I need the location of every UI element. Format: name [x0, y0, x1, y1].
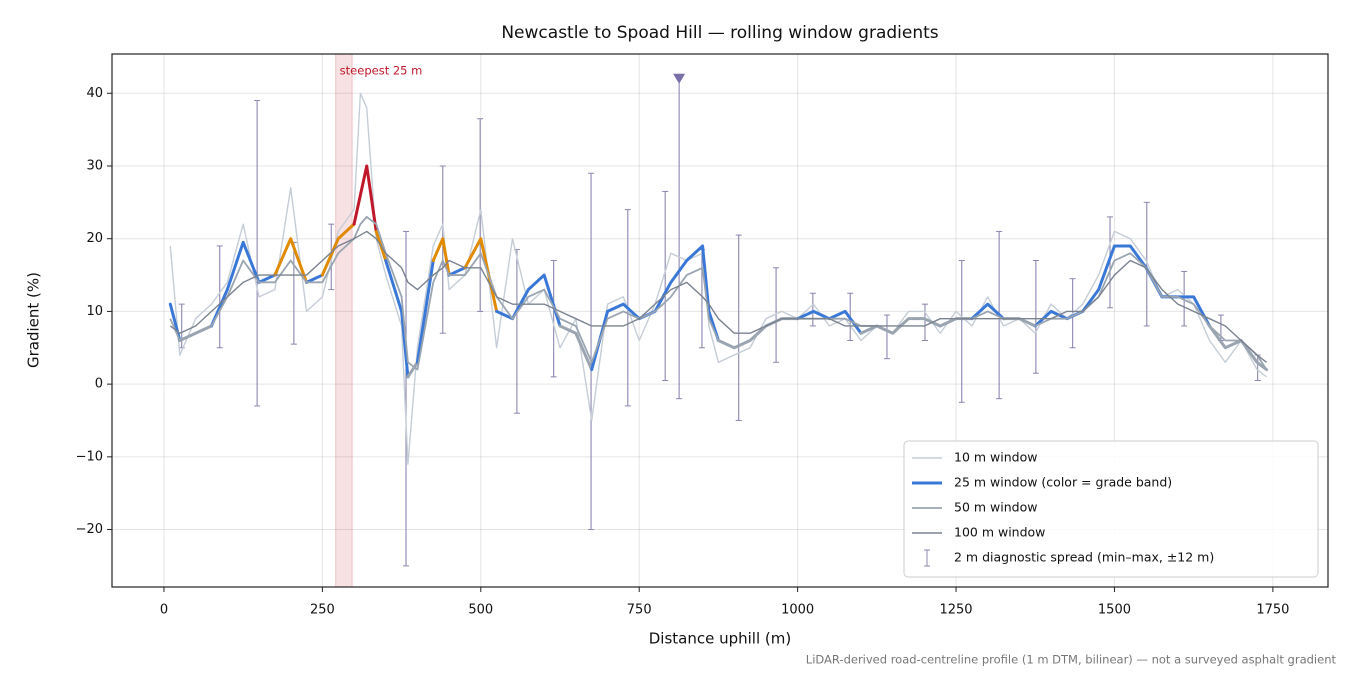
y-tick-label: −20 — [76, 522, 103, 537]
legend: 10 m window 25 m window (color = grade ba… — [903, 440, 1319, 578]
legend-label: 2 m diagnostic spread (min–max, ±12 m) — [954, 550, 1214, 565]
y-tick-label: −10 — [76, 449, 103, 464]
legend-label: 100 m window — [954, 525, 1045, 540]
highlight-span — [335, 53, 353, 588]
y-tick-label: 30 — [86, 158, 103, 173]
series-line — [352, 164, 378, 233]
series-line — [305, 273, 324, 284]
series-line — [320, 222, 356, 277]
series-line — [168, 302, 182, 342]
highlight-label: steepest 25 m — [340, 64, 423, 78]
series-line — [1033, 244, 1212, 328]
legend-label: 10 m window — [954, 450, 1037, 465]
series-line — [495, 273, 562, 328]
plot-frame — [111, 53, 1329, 588]
x-tick-label: 0 — [160, 603, 168, 618]
footnote: LiDAR-derived road-centreline profile (1… — [806, 653, 1337, 667]
legend-label: 50 m window — [954, 500, 1037, 515]
x-tick-label: 1250 — [939, 603, 972, 618]
x-tick-label: 1500 — [1098, 603, 1131, 618]
y-tick-label: 40 — [86, 86, 103, 101]
series-line — [384, 259, 410, 379]
x-tick-label: 500 — [468, 603, 493, 618]
x-tick-label: 750 — [627, 603, 652, 618]
series-line — [169, 230, 1267, 363]
series-line — [273, 237, 309, 284]
y-tick-label: 0 — [95, 377, 103, 392]
y-tick-label: 10 — [86, 304, 103, 319]
x-tick-label: 250 — [310, 603, 335, 618]
y-tick-label: 20 — [86, 231, 103, 246]
series-line — [406, 360, 419, 379]
series-line — [447, 266, 467, 277]
x-axis-label: Distance uphill (m) — [649, 630, 791, 648]
series-line — [169, 215, 1268, 371]
series-line — [970, 302, 1006, 321]
marker — [673, 73, 686, 84]
y-axis-label: Gradient (%) — [25, 272, 43, 368]
series-line — [558, 324, 594, 372]
x-tick-label: 1750 — [1256, 603, 1289, 618]
legend-label: 25 m window (color = grade band) — [954, 475, 1172, 490]
x-tick-label: 1000 — [781, 603, 814, 618]
chart-title: Newcastle to Spoad Hill — rolling window… — [501, 23, 938, 43]
legend-box — [903, 440, 1319, 578]
